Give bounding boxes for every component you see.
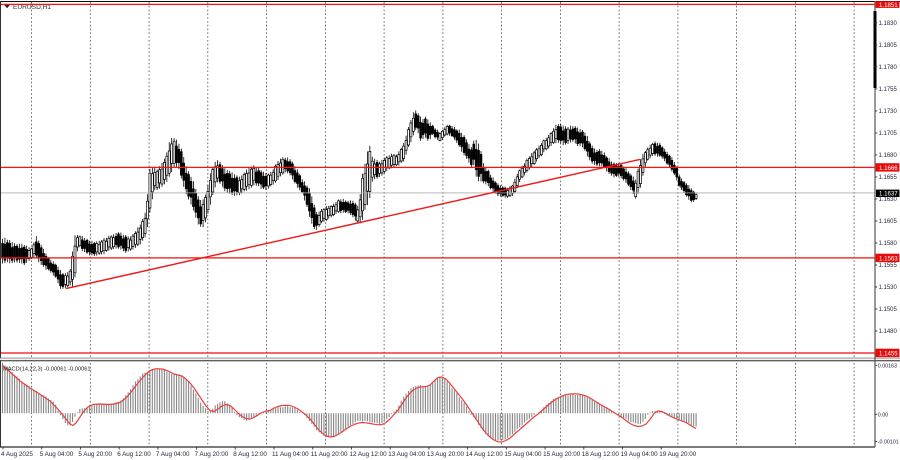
svg-text:1.1705: 1.1705 (879, 131, 898, 137)
svg-text:5 Aug 20:00: 5 Aug 20:00 (78, 451, 112, 458)
svg-text:1.1666: 1.1666 (879, 165, 898, 172)
svg-text:1.1805: 1.1805 (879, 43, 898, 49)
svg-text:15 Aug 20:00: 15 Aug 20:00 (543, 451, 581, 458)
svg-text:15 Aug 04:00: 15 Aug 04:00 (504, 451, 542, 458)
svg-text:0.00: 0.00 (878, 412, 888, 418)
svg-text:1.1563: 1.1563 (879, 255, 898, 262)
svg-text:7 Aug 04:00: 7 Aug 04:00 (156, 451, 190, 458)
svg-text:6 Aug 12:00: 6 Aug 12:00 (117, 451, 151, 458)
svg-text:19 Aug 04:00: 19 Aug 04:00 (621, 451, 659, 458)
svg-text:1.1680: 1.1680 (879, 153, 898, 159)
svg-text:1.1851: 1.1851 (879, 2, 898, 9)
svg-text:1.1530: 1.1530 (879, 285, 898, 291)
svg-text:1.1655: 1.1655 (879, 175, 898, 181)
svg-text:1.1755: 1.1755 (879, 87, 898, 93)
svg-text:1.1555: 1.1555 (879, 263, 898, 269)
svg-text:8 Aug 12:00: 8 Aug 12:00 (233, 451, 267, 458)
svg-text:1.1580: 1.1580 (879, 241, 898, 247)
svg-text:14 Aug 12:00: 14 Aug 12:00 (466, 451, 504, 458)
svg-text:1.1780: 1.1780 (879, 65, 898, 71)
svg-text:1.1455: 1.1455 (879, 350, 898, 357)
svg-text:19 Aug 20:00: 19 Aug 20:00 (659, 451, 697, 458)
svg-text:13 Aug 20:00: 13 Aug 20:00 (427, 451, 465, 458)
svg-text:11 Aug 04:00: 11 Aug 04:00 (272, 451, 309, 458)
svg-text:1.1730: 1.1730 (879, 109, 898, 115)
svg-text:5 Aug 04:00: 5 Aug 04:00 (40, 451, 74, 458)
svg-text:12 Aug 12:00: 12 Aug 12:00 (350, 451, 388, 458)
svg-text:-0.00101: -0.00101 (878, 440, 899, 446)
svg-text:11 Aug 20:00: 11 Aug 20:00 (311, 451, 348, 458)
svg-text:1.1505: 1.1505 (879, 307, 898, 313)
svg-text:18 Aug 12:00: 18 Aug 12:00 (582, 451, 620, 458)
svg-text:MACD(14,22,3) -0.00061 -0.0006: MACD(14,22,3) -0.00061 -0.00061 (3, 366, 91, 372)
svg-text:EURUSD,H1: EURUSD,H1 (13, 4, 51, 11)
svg-text:1.1480: 1.1480 (879, 329, 898, 335)
svg-text:1.1605: 1.1605 (879, 219, 898, 225)
svg-text:1.1630: 1.1630 (879, 197, 898, 203)
svg-text:1.1830: 1.1830 (879, 21, 898, 27)
svg-text:13 Aug 04:00: 13 Aug 04:00 (388, 451, 426, 458)
svg-text:0.00163: 0.00163 (878, 363, 897, 369)
svg-text:1.1637: 1.1637 (879, 191, 898, 198)
svg-text:7 Aug 20:00: 7 Aug 20:00 (195, 451, 229, 458)
svg-text:4 Aug 2025: 4 Aug 2025 (1, 451, 33, 458)
